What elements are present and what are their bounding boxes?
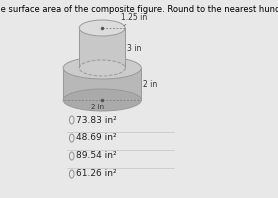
Ellipse shape (79, 20, 125, 36)
Text: 1.25 in: 1.25 in (121, 12, 147, 26)
Polygon shape (79, 28, 125, 68)
Text: 89.54 in²: 89.54 in² (76, 151, 116, 161)
Ellipse shape (79, 60, 125, 76)
Text: 3 in: 3 in (127, 44, 141, 52)
Text: 2 in: 2 in (143, 80, 157, 89)
Ellipse shape (63, 57, 141, 79)
Text: 48.69 in²: 48.69 in² (76, 133, 116, 143)
Text: 73.83 in²: 73.83 in² (76, 115, 116, 125)
Polygon shape (63, 68, 141, 100)
Ellipse shape (63, 89, 141, 111)
Text: Find the surface area of the composite figure. Round to the nearest hundredth.: Find the surface area of the composite f… (0, 5, 278, 14)
Text: 61.26 in²: 61.26 in² (76, 169, 116, 179)
Text: 2 in: 2 in (91, 104, 104, 110)
